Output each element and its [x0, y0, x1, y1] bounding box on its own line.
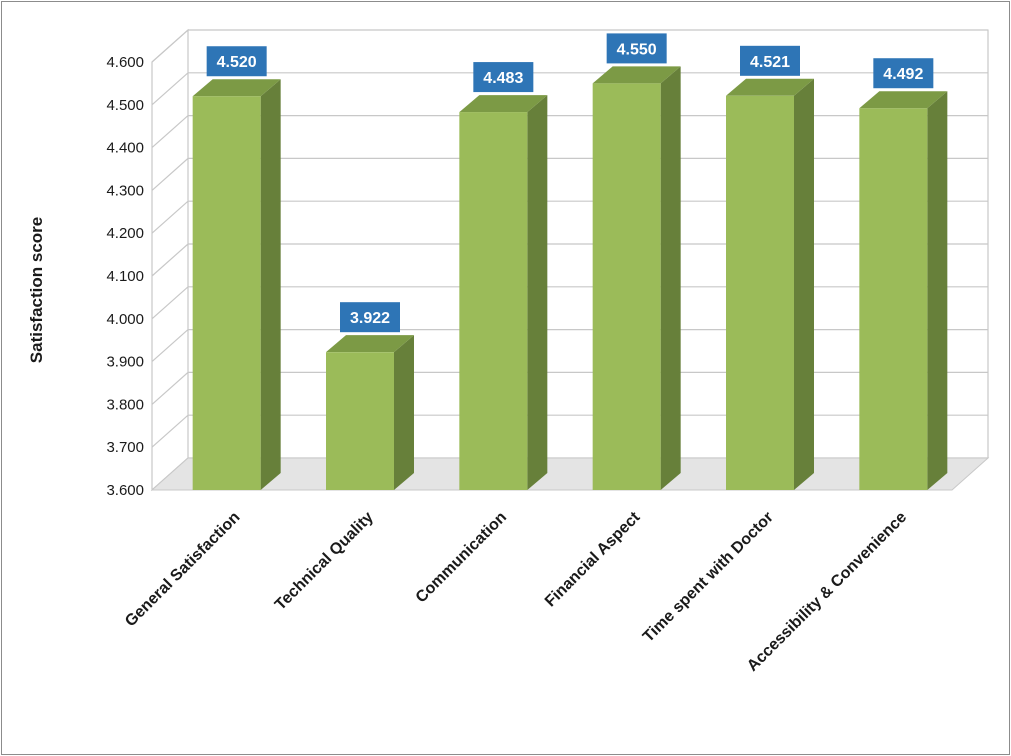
bar	[326, 335, 414, 490]
y-tick-label: 4.600	[106, 54, 144, 71]
bar-front	[726, 95, 794, 490]
category-labels: General Satisfaction Technical Quality Com…	[122, 508, 910, 675]
y-tick-label: 4.100	[106, 268, 144, 285]
gridline	[151, 243, 988, 277]
bar-front	[192, 96, 261, 491]
bar-top	[459, 95, 548, 113]
y-tick-label: 4.300	[106, 182, 144, 199]
y-tick-label: 3.900	[106, 354, 144, 371]
category-label: Accessibility & Convenience	[744, 509, 910, 675]
bar-side	[660, 66, 681, 491]
bar-front	[459, 112, 528, 491]
y-tick-label: 3.800	[106, 396, 144, 413]
bar	[726, 78, 814, 490]
category-label: Time spent with Doctor	[640, 509, 777, 646]
bar-side	[927, 91, 948, 490]
data-label-box	[206, 46, 267, 77]
data-label: 4.550	[606, 33, 667, 64]
data-labels: 4.520 3.922 4.483 4.550 4.521 4.492	[206, 33, 934, 333]
bar-side	[527, 95, 548, 491]
data-label: 4.520	[206, 46, 267, 77]
data-label: 4.492	[873, 58, 934, 89]
bar-top	[192, 79, 281, 97]
bars	[192, 66, 948, 491]
bar-top	[859, 91, 948, 109]
data-label: 4.521	[740, 45, 800, 76]
y-tick-label: 4.200	[106, 225, 144, 242]
y-tick-label: 3.600	[106, 482, 144, 499]
gridline	[151, 329, 988, 363]
data-label-box	[873, 58, 934, 89]
y-tick-label: 4.400	[106, 140, 144, 157]
data-label-text: 4.492	[883, 66, 923, 83]
bar	[592, 66, 681, 491]
data-label-box	[340, 302, 400, 333]
bar-top	[592, 66, 681, 84]
data-label: 4.483	[473, 62, 534, 93]
bar	[192, 79, 281, 491]
bar-side	[794, 78, 814, 490]
bar-front	[859, 108, 928, 490]
data-label-text: 4.520	[217, 54, 257, 71]
category-label: Technical Quality	[272, 509, 377, 614]
bar-front	[326, 352, 394, 490]
y-tick-label: 4.500	[106, 97, 144, 114]
gridline	[151, 29, 988, 63]
y-axis-title: Satisfaction score	[27, 217, 46, 363]
bar-front	[592, 83, 661, 491]
category-label: General Satisfaction	[122, 509, 243, 630]
gridline	[151, 371, 988, 405]
bar-side	[260, 79, 281, 491]
y-axis-ticks: 3.600 3.700 3.800 3.900 4.000 4.100 4.200 4.300…	[106, 54, 144, 499]
gridlines	[151, 29, 988, 491]
data-label-text: 3.922	[350, 310, 390, 327]
y-tick-label: 3.700	[106, 439, 144, 456]
gridline	[151, 286, 988, 320]
data-label-text: 4.550	[617, 41, 657, 58]
category-label: Financial Aspect	[542, 508, 644, 610]
gridline	[151, 157, 988, 191]
bar-side	[394, 335, 414, 490]
bar-top	[326, 335, 414, 353]
bar	[859, 91, 948, 490]
gridline	[151, 72, 988, 106]
bar-top	[726, 78, 814, 96]
data-label: 3.922	[340, 302, 400, 333]
data-label-text: 4.521	[750, 54, 790, 71]
bar	[459, 95, 548, 491]
data-label-box	[606, 33, 667, 64]
category-label: Communication	[413, 509, 511, 607]
data-label-text: 4.483	[483, 70, 523, 87]
data-label-box	[740, 45, 800, 76]
gridline	[151, 200, 988, 234]
gridline	[151, 114, 988, 149]
y-tick-label: 4.000	[106, 311, 144, 328]
gridline	[151, 414, 988, 448]
data-label-box	[473, 62, 534, 93]
